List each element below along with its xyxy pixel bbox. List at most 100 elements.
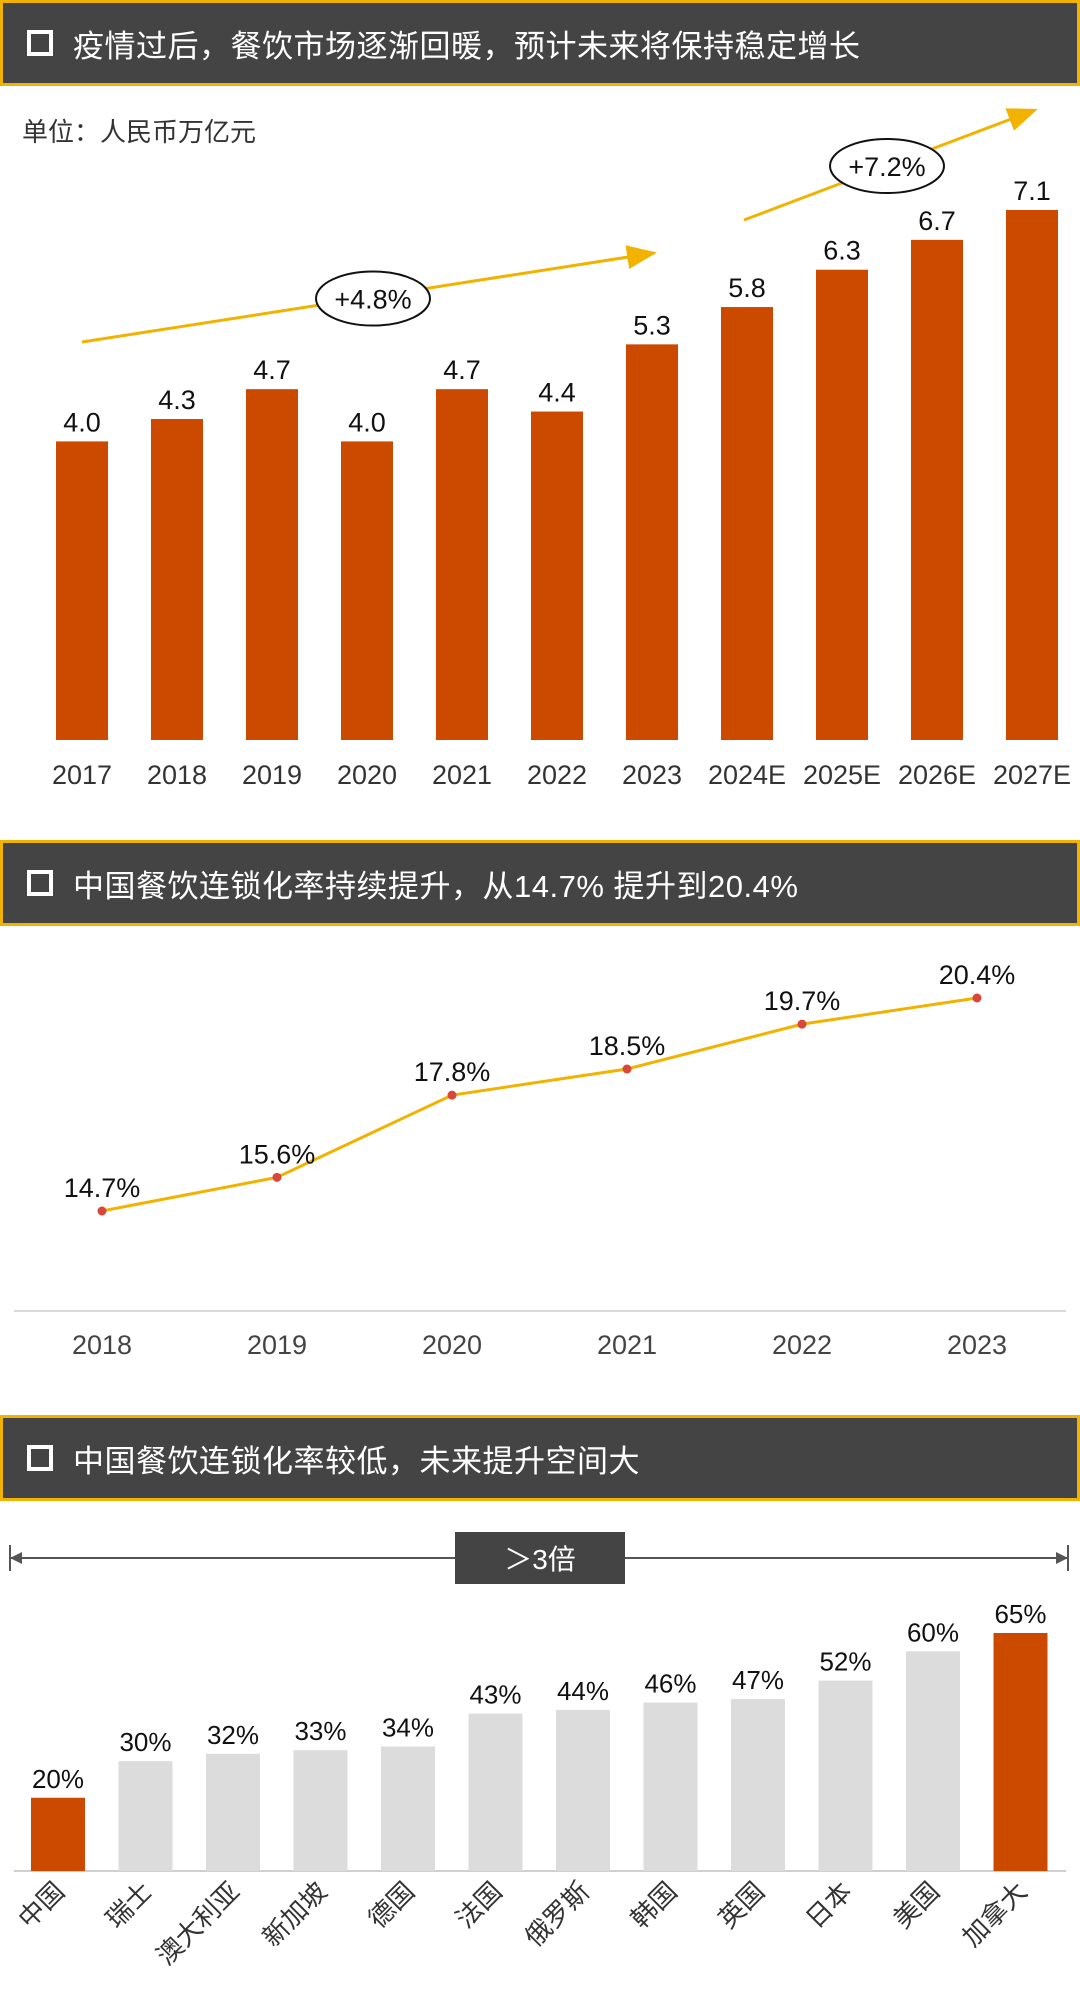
section-title-country-compare: 中国餐饮连锁化率较低，未来提升空间大 [73, 1443, 640, 1479]
section-header-market: 疫情过后，餐饮市场逐渐回暖，预计未来将保持稳定增长 [0, 0, 1080, 86]
bar-2018 [151, 419, 203, 740]
x-tick-澳大利亚: 澳大利亚 [150, 1876, 245, 1971]
bar-2019 [246, 389, 298, 740]
x-tick-新加坡: 新加坡 [256, 1876, 332, 1952]
data-label-2021: 18.5% [589, 1031, 666, 1061]
x-tick-2020: 2020 [337, 760, 397, 790]
x-tick-2018: 2018 [147, 760, 207, 790]
bar-美国 [906, 1651, 960, 1871]
bar-俄罗斯 [556, 1709, 610, 1871]
bar-2025E [816, 269, 868, 740]
data-label-英国: 47% [732, 1665, 784, 1695]
growth-bubble-1 [315, 270, 431, 327]
bar-日本 [818, 1680, 873, 1871]
bar-英国 [731, 1698, 785, 1871]
x-tick-2020: 2020 [422, 1330, 482, 1360]
x-tick-日本: 日本 [800, 1876, 858, 1934]
x-tick-加拿大: 加拿大 [956, 1876, 1032, 1952]
data-label-2019: 4.7 [253, 355, 291, 385]
data-point-2019 [272, 1172, 282, 1182]
data-label-2026E: 6.7 [918, 206, 956, 236]
data-point-2018 [97, 1206, 107, 1216]
data-label-2019: 15.6% [239, 1139, 316, 1169]
x-tick-2022: 2022 [772, 1330, 832, 1360]
checkbox-square-icon [27, 870, 53, 896]
x-tick-2025E: 2025E [803, 760, 881, 790]
bar-中国 [31, 1797, 85, 1871]
x-tick-2017: 2017 [52, 760, 112, 790]
section-title-market: 疫情过后，餐饮市场逐渐回暖，预计未来将保持稳定增长 [73, 28, 861, 64]
bar-韩国 [643, 1702, 698, 1871]
data-label-2021: 4.7 [443, 355, 481, 385]
bar-瑞士 [118, 1761, 173, 1871]
bar-新加坡 [293, 1750, 348, 1871]
x-tick-德国: 德国 [362, 1876, 420, 1934]
chain-rate-line-chart: 14.7% 2018 15.6% 2019 17.8% 2020 18.5% 2021 19.7… [14, 960, 1066, 1360]
x-tick-2026E: 2026E [898, 760, 976, 790]
data-label-日本: 52% [819, 1647, 871, 1677]
data-label-瑞士: 30% [119, 1727, 171, 1757]
section-header-chain-rate: 中国餐饮连锁化率持续提升，从14.7% 提升到20.4% [0, 840, 1080, 926]
checkbox-square-icon [27, 30, 53, 56]
x-tick-2019: 2019 [242, 760, 302, 790]
span-arrow-right-icon [1056, 1552, 1068, 1564]
data-label-韩国: 46% [644, 1669, 696, 1699]
span-arrow-left-icon [10, 1552, 22, 1564]
x-tick-俄罗斯: 俄罗斯 [519, 1876, 595, 1952]
bar-2021 [436, 389, 488, 740]
growth-bubble-2 [829, 138, 945, 194]
bar-2022 [531, 411, 583, 740]
x-tick-中国: 中国 [12, 1876, 70, 1934]
data-label-2023: 5.3 [633, 310, 671, 340]
data-label-2022: 4.4 [538, 378, 576, 408]
data-label-新加坡: 33% [294, 1716, 346, 1746]
x-tick-2024E: 2024E [708, 760, 786, 790]
data-label-俄罗斯: 44% [557, 1676, 609, 1706]
data-label-2022: 19.7% [764, 986, 841, 1016]
section-title-chain-rate: 中国餐饮连锁化率持续提升，从14.7% 提升到20.4% [73, 868, 799, 904]
x-tick-韩国: 韩国 [625, 1876, 683, 1934]
data-label-法国: 43% [469, 1680, 521, 1710]
x-tick-美国: 美国 [887, 1876, 945, 1934]
bar-2017 [56, 441, 108, 740]
bar-2023 [626, 344, 678, 740]
growth-label-2: +7.2% [848, 152, 925, 182]
x-tick-2021: 2021 [597, 1330, 657, 1360]
data-label-2020: 17.8% [414, 1057, 491, 1087]
checkbox-square-icon [27, 1445, 53, 1471]
section-header-country-compare: 中国餐饮连锁化率较低，未来提升空间大 [0, 1415, 1080, 1501]
data-label-澳大利亚: 32% [207, 1720, 259, 1750]
data-label-2023: 20.4% [939, 960, 1016, 990]
data-point-2020 [447, 1090, 457, 1100]
x-tick-2027E: 2027E [993, 760, 1071, 790]
data-point-2023 [972, 993, 982, 1003]
data-label-2018: 4.3 [158, 385, 196, 415]
x-tick-2023: 2023 [947, 1330, 1007, 1360]
market-size-bar-chart: 4.0 2017 4.3 2018 4.7 2019 4.0 2020 4.7 2021 4.4 20… [52, 108, 1071, 790]
data-label-2017: 4.0 [63, 407, 101, 437]
data-point-2022 [797, 1019, 807, 1029]
bar-2020 [341, 441, 393, 740]
bar-德国 [381, 1746, 435, 1871]
series-line-chain-rate [101, 996, 978, 1213]
x-tick-2018: 2018 [72, 1330, 132, 1360]
bar-2027E [1006, 210, 1058, 740]
bar-2024E [721, 307, 773, 740]
data-label-2027E: 7.1 [1013, 176, 1051, 206]
bar-2026E [911, 239, 963, 740]
data-label-中国: 20% [32, 1764, 84, 1794]
data-label-2020: 4.0 [348, 407, 386, 437]
unit-label: 单位：人民币万亿元 [22, 117, 257, 147]
x-tick-2019: 2019 [247, 1330, 307, 1360]
x-tick-英国: 英国 [712, 1876, 770, 1934]
data-label-2025E: 6.3 [823, 236, 861, 266]
data-point-2021 [622, 1064, 632, 1074]
bar-加拿大 [993, 1633, 1048, 1871]
data-label-2024E: 5.8 [728, 273, 766, 303]
multiplier-label: ＞3倍 [455, 1532, 625, 1584]
x-tick-2023: 2023 [622, 760, 682, 790]
data-label-美国: 60% [907, 1617, 959, 1647]
x-tick-法国: 法国 [450, 1876, 508, 1934]
bar-法国 [468, 1713, 523, 1871]
data-label-德国: 34% [382, 1713, 434, 1743]
